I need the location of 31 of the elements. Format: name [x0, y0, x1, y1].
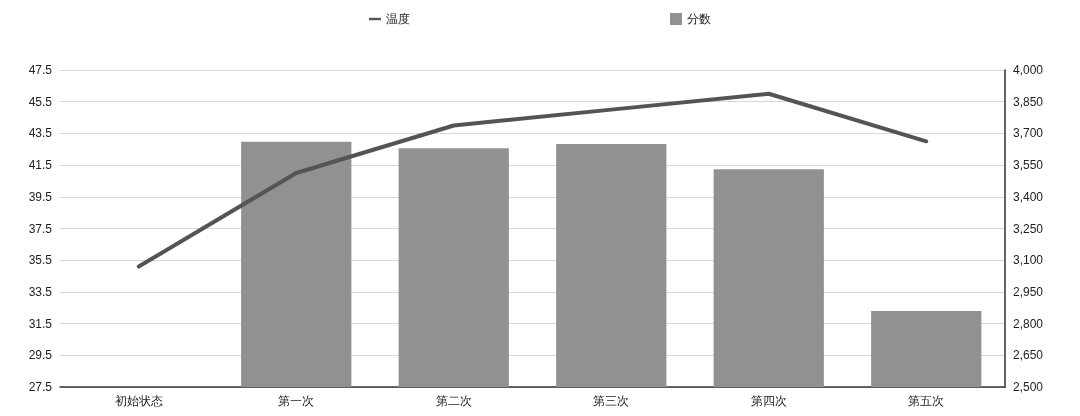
y2-tick-label: 3,250: [1013, 221, 1044, 236]
y2-tick-label: 3,550: [1013, 158, 1044, 173]
y-tick-label: 35.5: [28, 253, 53, 268]
y2-tick-label: 2,800: [1013, 316, 1044, 331]
y-tick-label: 37.5: [28, 221, 53, 236]
legend-label: 分数: [687, 12, 711, 26]
y-tick-label: 41.5: [28, 158, 53, 173]
y2-tick-label: 3,850: [1013, 94, 1044, 109]
y-tick-label: 45.5: [28, 94, 53, 109]
y-tick-label: 29.5: [28, 348, 53, 363]
y-tick-label: 33.5: [28, 284, 53, 299]
y2-tick-label: 2,950: [1013, 284, 1044, 299]
x-tick-label: 第三次: [593, 394, 630, 408]
x-tick-label: 第二次: [435, 394, 472, 408]
x-tick-label: 初始状态: [114, 394, 163, 408]
y2-tick-label: 2,500: [1013, 380, 1044, 394]
x-tick-label: 第五次: [908, 394, 945, 408]
x-tick-label: 第四次: [750, 394, 787, 408]
y2-tick-label: 3,100: [1013, 253, 1044, 268]
y-tick-label: 39.5: [28, 189, 53, 204]
y2-tick-label: 4,000: [1013, 63, 1044, 77]
y-tick-label: 47.5: [28, 63, 53, 77]
y-tick-label: 27.5: [28, 380, 53, 394]
x-tick-label: 第一次: [278, 394, 315, 408]
y2-tick-label: 2,650: [1013, 348, 1044, 363]
y-tick-label: 43.5: [28, 126, 53, 141]
y-tick-label: 31.5: [28, 316, 53, 331]
y2-tick-label: 3,400: [1013, 189, 1044, 204]
line-series: [136, 91, 929, 269]
legend-label: 温度: [386, 12, 410, 26]
y2-tick-label: 3,700: [1013, 126, 1044, 141]
